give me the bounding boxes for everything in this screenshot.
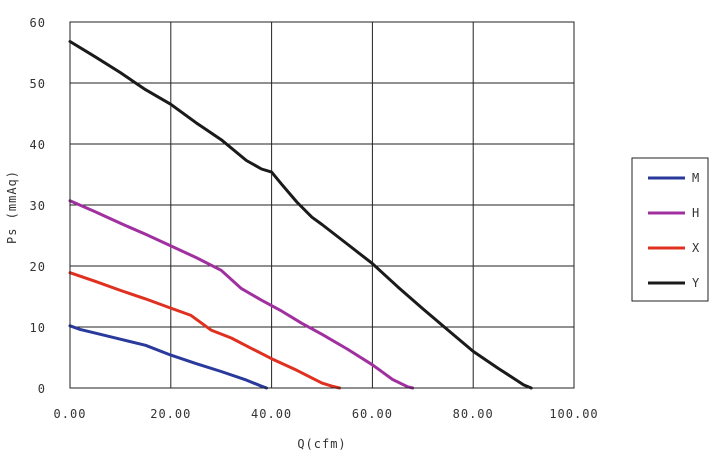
legend-label-h: H: [692, 206, 699, 220]
y-tick-label: 10: [30, 321, 46, 335]
y-tick-label: 0: [38, 382, 46, 396]
grid: [70, 22, 574, 388]
x-tick-label: 40.00: [251, 407, 292, 421]
legend-label-y: Y: [692, 276, 700, 290]
series-line-x: [68, 271, 342, 390]
y-tick-label: 20: [30, 260, 46, 274]
x-axis-ticks: 0.00 20.00 40.00 60.00 80.00 100.00: [54, 407, 598, 421]
series-line-y: [68, 40, 533, 390]
y-axis-ticks: 0 10 20 30 40 50 60: [30, 16, 46, 396]
series-line-h: [68, 199, 415, 390]
x-tick-label: 100.00: [549, 407, 598, 421]
legend-label-m: M: [692, 171, 699, 185]
series-line-m: [68, 324, 269, 390]
y-axis-label: Ps (mmAq): [5, 170, 19, 244]
x-tick-label: 20.00: [150, 407, 191, 421]
legend-label-x: X: [692, 241, 700, 255]
y-tick-label: 60: [30, 16, 46, 30]
y-tick-label: 50: [30, 77, 46, 91]
x-tick-label: 0.00: [54, 407, 87, 421]
y-tick-label: 40: [30, 138, 46, 152]
legend: M H X Y: [631, 157, 709, 302]
series-layer: [68, 40, 533, 390]
legend-box: [631, 157, 709, 302]
x-axis-label: Q(cfm): [297, 437, 346, 451]
plot-frame: [69, 21, 575, 389]
x-tick-label: 60.00: [352, 407, 393, 421]
x-tick-label: 80.00: [453, 407, 494, 421]
y-tick-label: 30: [30, 199, 46, 213]
